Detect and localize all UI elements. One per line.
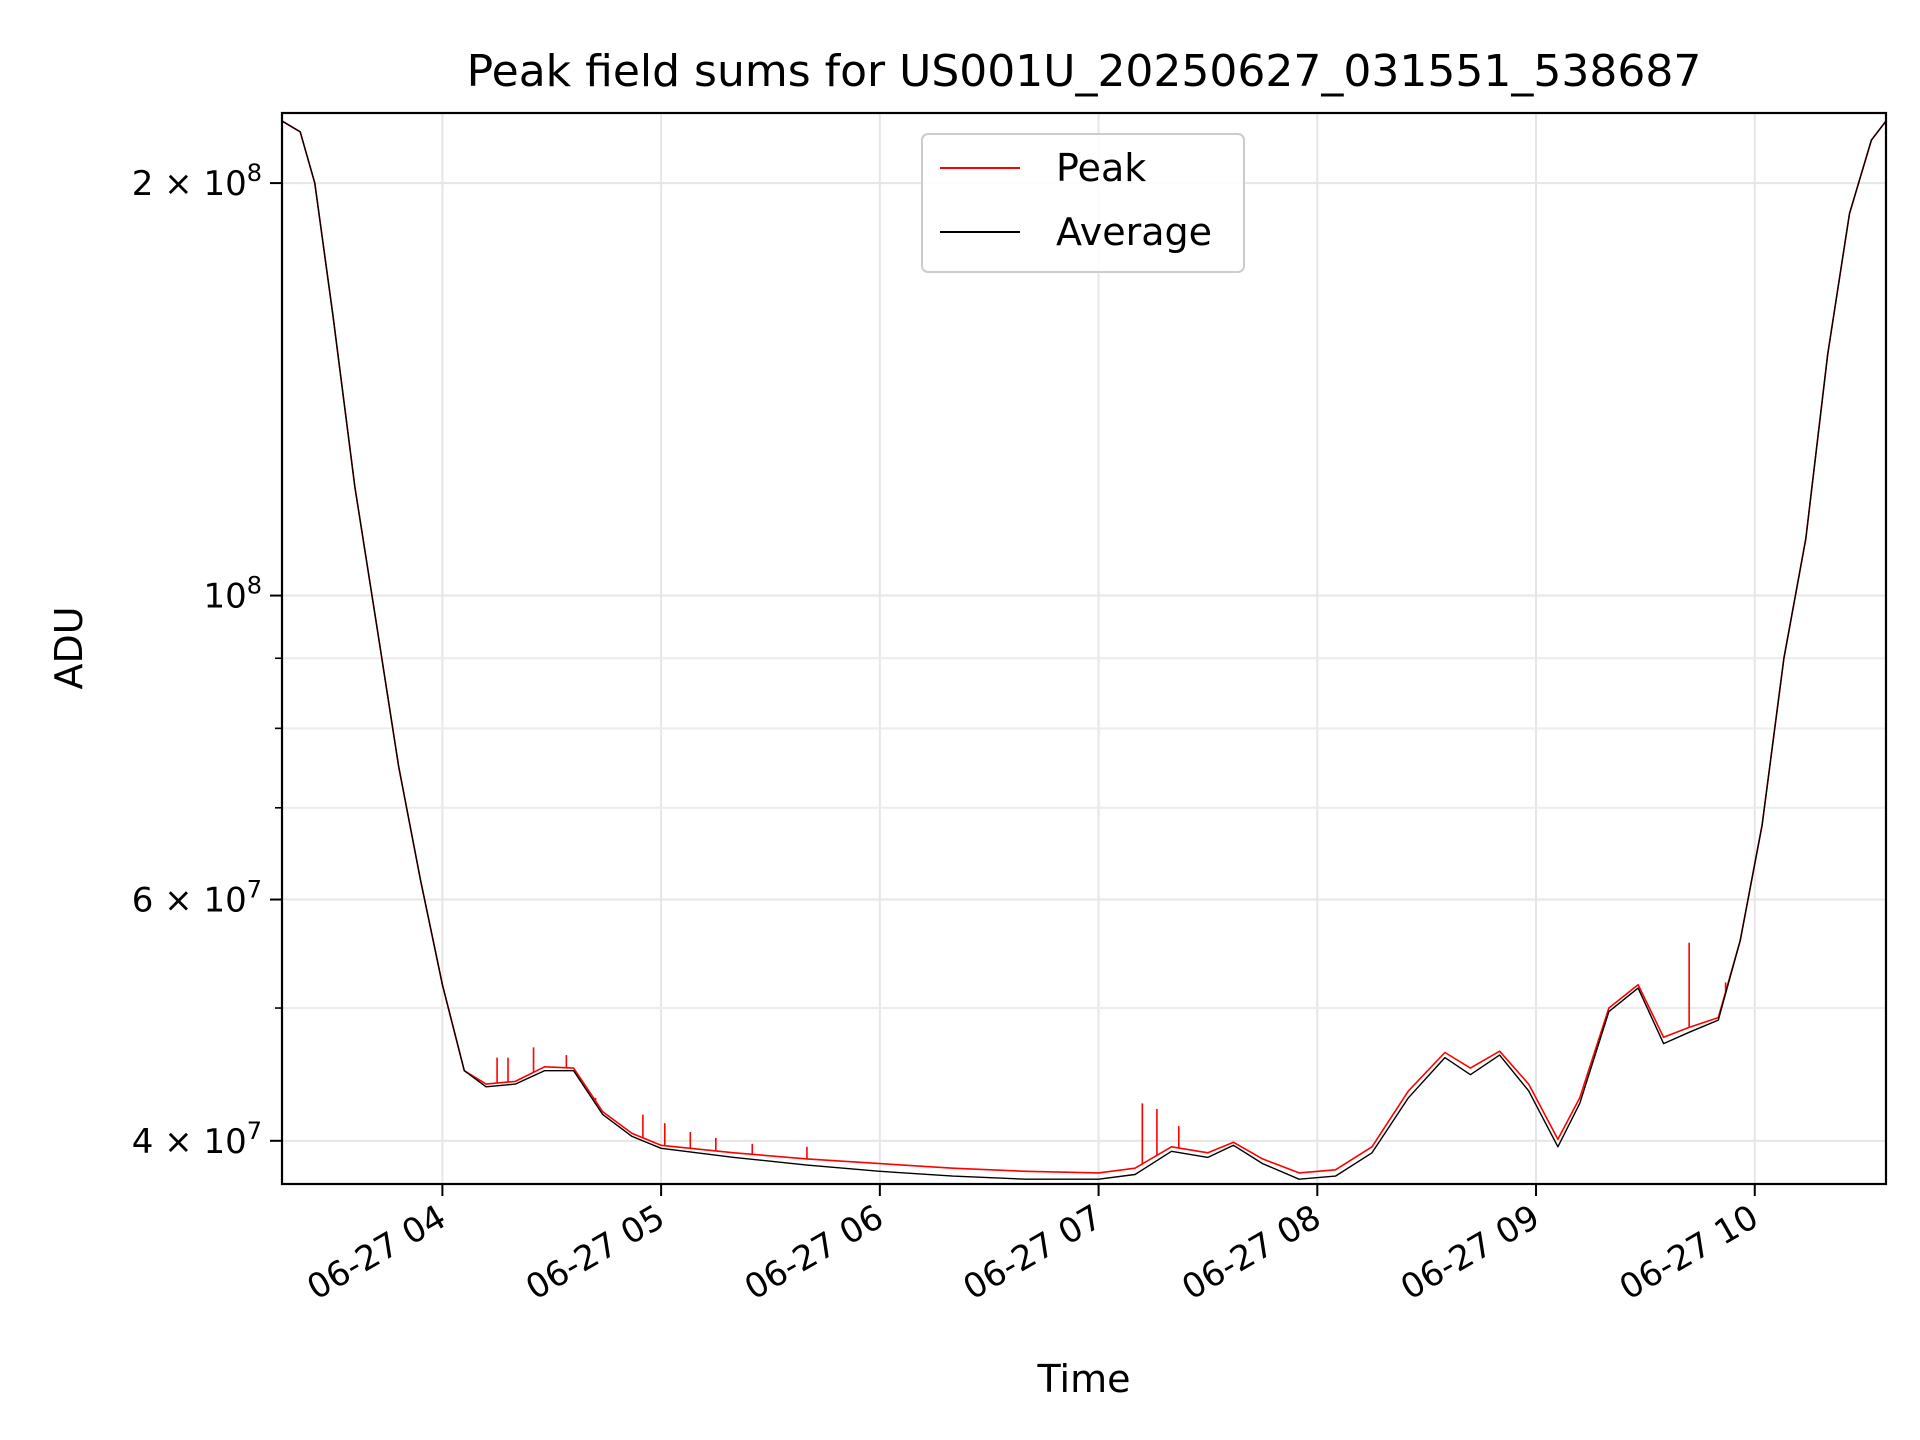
x-tick-label: 06-27 06 — [738, 1197, 890, 1308]
axis-ticks: 06-27 04 06-27 05 06-27 06 06-27 07 06-27 08… — [132, 159, 1766, 1308]
y-tick-exponent: 7 — [247, 1117, 262, 1145]
x-axis-label: Time — [1037, 1357, 1131, 1401]
legend: Peak Average — [921, 133, 1245, 273]
series-line-peak — [281, 120, 1887, 1174]
x-tick-label: 06-27 09 — [1394, 1197, 1546, 1308]
series-line-average — [281, 120, 1887, 1180]
y-tick-label: 4 × 107 — [132, 1117, 262, 1162]
grid-lines — [282, 113, 1886, 1184]
y-tick-base: 6 × 10 — [132, 881, 247, 921]
legend-label-peak: Peak — [1056, 146, 1146, 190]
x-tick-label: 06-27 05 — [519, 1197, 671, 1308]
y-tick-label: 108 — [203, 572, 262, 617]
y-tick-label: 2 × 108 — [132, 159, 262, 204]
legend-label-average: Average — [1056, 210, 1212, 254]
x-tick-label: 06-27 10 — [1613, 1197, 1765, 1308]
y-tick-exponent: 8 — [247, 159, 262, 187]
y-tick-exponent: 7 — [247, 876, 262, 904]
y-tick-base: 4 × 10 — [132, 1122, 247, 1162]
chart-title: Peak field sums for US001U_20250627_0315… — [467, 46, 1702, 97]
y-tick-label: 6 × 107 — [132, 876, 262, 921]
y-tick-base: 2 × 10 — [132, 164, 247, 204]
x-tick-label: 06-27 07 — [957, 1197, 1109, 1308]
series-lines — [281, 120, 1887, 1180]
x-tick-label: 06-27 04 — [301, 1197, 453, 1308]
y-tick-base: 10 — [203, 577, 246, 617]
x-tick-label: 06-27 08 — [1175, 1197, 1327, 1308]
plot-frame — [280, 111, 1888, 1186]
y-tick-exponent: 8 — [247, 572, 262, 600]
y-axis-label: ADU — [47, 606, 91, 689]
